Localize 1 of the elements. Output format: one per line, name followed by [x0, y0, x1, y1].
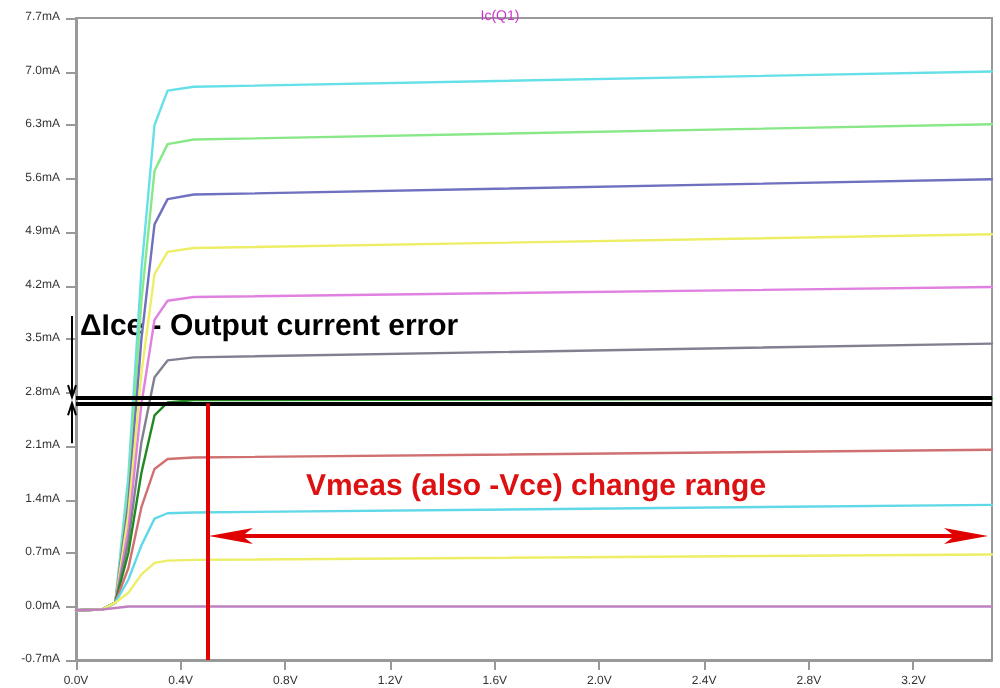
annotation: Vmeas (also -Vce) change range — [305, 469, 767, 503]
